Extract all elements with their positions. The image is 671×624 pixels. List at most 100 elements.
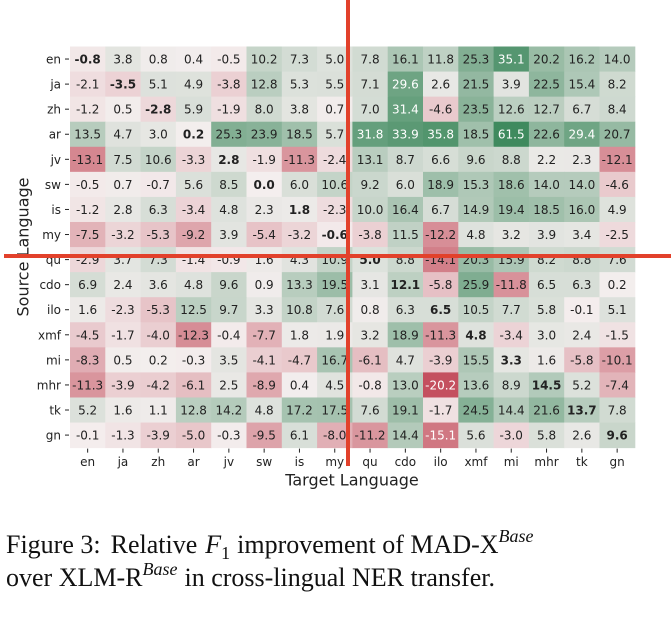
heatmap-cell bbox=[528, 221, 565, 248]
cell-label: 6.3 bbox=[572, 278, 591, 292]
heatmap-cell bbox=[423, 96, 459, 123]
cell-label: -3.9 bbox=[111, 378, 134, 392]
cell-label: 2.6 bbox=[572, 429, 591, 443]
heatmap-cell bbox=[211, 146, 247, 173]
cell-label: 15.3 bbox=[463, 178, 490, 192]
heatmap-cell bbox=[493, 297, 530, 323]
heatmap-cell bbox=[70, 121, 106, 148]
heatmap-cell bbox=[528, 347, 565, 373]
cell-label: -20.2 bbox=[425, 378, 456, 392]
cell-label: -4.2 bbox=[147, 378, 170, 392]
heatmap-cell bbox=[246, 121, 283, 148]
cell-label: 1.6 bbox=[537, 353, 556, 367]
cell-label: -11.2 bbox=[355, 429, 386, 443]
heatmap-cell bbox=[105, 347, 142, 373]
cell-label: 2.5 bbox=[219, 378, 238, 392]
heatmap-cell bbox=[105, 322, 142, 348]
heatmap-cell bbox=[564, 171, 600, 198]
heatmap-cell bbox=[564, 322, 600, 348]
heatmap-cell bbox=[599, 146, 636, 173]
heatmap-cell bbox=[140, 146, 177, 173]
x-tick-label: en bbox=[80, 455, 95, 469]
cell-label: 5.8 bbox=[537, 429, 556, 443]
caption: over XLM-RBase in cross-lingual NER trans… bbox=[6, 559, 495, 592]
heatmap-cell bbox=[281, 221, 318, 248]
cell-label: 16.0 bbox=[568, 203, 595, 217]
heatmap-cell bbox=[387, 96, 424, 123]
heatmap-cell bbox=[423, 322, 459, 348]
heatmap-cell bbox=[281, 96, 318, 123]
cell-label: -7.4 bbox=[605, 378, 628, 392]
cell-label: 4.8 bbox=[466, 228, 485, 242]
heatmap-cell bbox=[105, 196, 142, 223]
heatmap-cell bbox=[458, 146, 495, 173]
heatmap-cell bbox=[458, 272, 495, 298]
heatmap-cell bbox=[352, 96, 389, 123]
heatmap-cell bbox=[387, 372, 424, 398]
cell-label: 13.1 bbox=[357, 153, 384, 167]
heatmap-cell bbox=[423, 347, 459, 373]
cell-label: 0.0 bbox=[254, 178, 275, 192]
cell-label: 20.2 bbox=[533, 53, 560, 67]
heatmap-cell bbox=[352, 422, 389, 449]
x-tick-label: ilo bbox=[434, 455, 448, 469]
cell-label: -8.9 bbox=[252, 378, 275, 392]
heatmap-cell bbox=[281, 297, 318, 323]
cell-label: 12.1 bbox=[391, 278, 421, 292]
heatmap-cell bbox=[246, 46, 283, 73]
cell-label: 5.1 bbox=[149, 78, 168, 92]
heatmap-cell bbox=[528, 96, 565, 123]
heatmap-cell bbox=[281, 347, 318, 373]
y-tick-label: zh bbox=[47, 103, 61, 117]
heatmap-cell bbox=[175, 297, 212, 323]
cell-label: -6.1 bbox=[182, 378, 205, 392]
heatmap-cell bbox=[387, 71, 424, 98]
heatmap-cell bbox=[423, 397, 459, 424]
x-tick-label: mhr bbox=[534, 455, 558, 469]
heatmap-cell bbox=[175, 272, 212, 298]
heatmap-cell bbox=[211, 272, 247, 298]
heatmap-cell bbox=[493, 347, 530, 373]
cell-label: -8.3 bbox=[76, 353, 99, 367]
heatmap-cell bbox=[246, 422, 283, 449]
x-tick-label: ar bbox=[187, 455, 199, 469]
x-tick-label: gn bbox=[610, 455, 625, 469]
cell-label: 6.0 bbox=[396, 178, 415, 192]
cell-label: 35.8 bbox=[427, 128, 454, 142]
cell-label: -0.8 bbox=[75, 53, 101, 67]
y-tick-label: is bbox=[51, 203, 61, 217]
cell-label: 14.9 bbox=[463, 203, 490, 217]
cell-label: 25.3 bbox=[463, 53, 490, 67]
cell-label: -11.8 bbox=[496, 278, 527, 292]
cell-label: 6.5 bbox=[537, 278, 556, 292]
y-tick-label: sw bbox=[45, 178, 61, 192]
heatmap-cell bbox=[493, 247, 530, 273]
heatmap-cell bbox=[281, 146, 318, 173]
cell-label: 8.0 bbox=[255, 103, 274, 117]
heatmap-cell bbox=[528, 272, 565, 298]
heatmap-cell bbox=[387, 272, 424, 298]
cell-label: -3.2 bbox=[288, 228, 311, 242]
heatmap-cell bbox=[528, 196, 565, 223]
heatmap-cell bbox=[352, 297, 389, 323]
heatmap-cell bbox=[281, 372, 318, 398]
heatmap-cell bbox=[140, 347, 177, 373]
heatmap-cell bbox=[352, 247, 389, 273]
cell-label: 6.0 bbox=[290, 178, 309, 192]
cell-label: 3.8 bbox=[290, 103, 309, 117]
caption-text: over XLM-R bbox=[6, 563, 143, 592]
cell-label: 29.6 bbox=[392, 78, 419, 92]
cell-label: 33.9 bbox=[392, 128, 419, 142]
heatmap-cell bbox=[493, 397, 530, 424]
heatmap-cell bbox=[175, 247, 212, 273]
heatmap-cell bbox=[70, 397, 106, 424]
cell-label: 16.1 bbox=[392, 53, 419, 67]
heatmap-cell bbox=[458, 422, 495, 449]
caption-text: F bbox=[204, 530, 222, 559]
heatmap-cell bbox=[387, 46, 424, 73]
heatmap-cell bbox=[423, 247, 459, 273]
heatmap-cell bbox=[352, 146, 389, 173]
heatmap-cell bbox=[528, 121, 565, 148]
heatmap-cell bbox=[564, 272, 600, 298]
